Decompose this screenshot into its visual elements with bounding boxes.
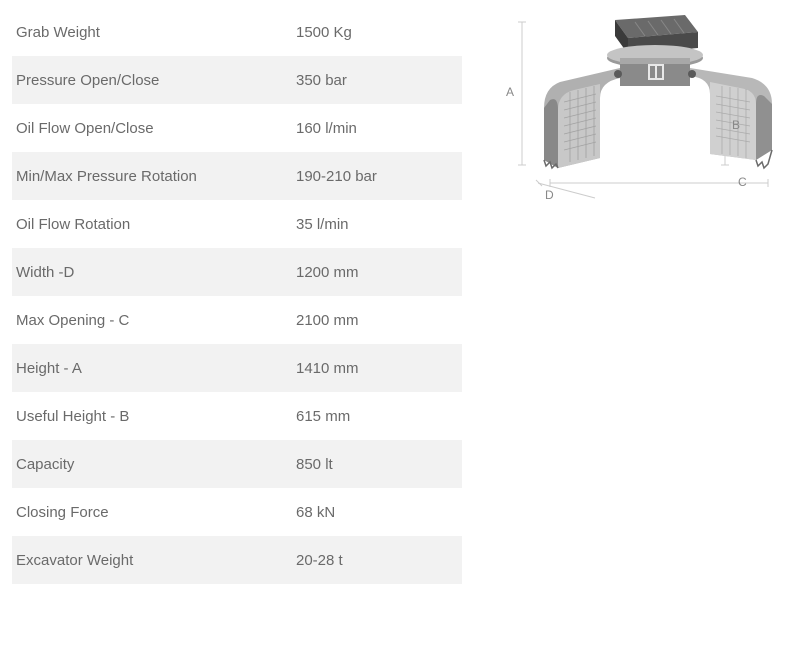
table-row: Useful Height - B 615 mm — [12, 392, 462, 440]
dimension-label-b: B — [732, 118, 740, 132]
spec-label: Capacity — [16, 456, 296, 473]
table-row: Oil Flow Open/Close 160 l/min — [12, 104, 462, 152]
table-row: Excavator Weight 20-28 t — [12, 536, 462, 584]
dimension-label-d: D — [545, 188, 554, 202]
table-row: Max Opening - C 2100 mm — [12, 296, 462, 344]
spec-label: Useful Height - B — [16, 408, 296, 425]
spec-label: Grab Weight — [16, 24, 296, 41]
dimension-label-c: C — [738, 175, 747, 189]
spec-value: 615 mm — [296, 408, 350, 425]
table-row: Closing Force 68 kN — [12, 488, 462, 536]
spec-label: Width -D — [16, 264, 296, 281]
spec-value: 1200 mm — [296, 264, 359, 281]
spec-label: Oil Flow Rotation — [16, 216, 296, 233]
spec-label: Pressure Open/Close — [16, 72, 296, 89]
spec-value: 2100 mm — [296, 312, 359, 329]
specifications-table: Grab Weight 1500 Kg Pressure Open/Close … — [12, 8, 462, 584]
table-row: Height - A 1410 mm — [12, 344, 462, 392]
spec-value: 68 kN — [296, 504, 335, 521]
spec-value: 35 l/min — [296, 216, 349, 233]
spec-value: 20-28 t — [296, 552, 343, 569]
spec-label: Excavator Weight — [16, 552, 296, 569]
grab-svg — [500, 10, 780, 200]
spec-value: 190-210 bar — [296, 168, 377, 185]
spec-label: Closing Force — [16, 504, 296, 521]
spec-label: Height - A — [16, 360, 296, 377]
spec-value: 350 bar — [296, 72, 347, 89]
grab-diagram: A B C D — [500, 10, 780, 200]
spec-label: Max Opening - C — [16, 312, 296, 329]
table-row: Pressure Open/Close 350 bar — [12, 56, 462, 104]
spec-label: Min/Max Pressure Rotation — [16, 168, 296, 185]
spec-value: 850 lt — [296, 456, 333, 473]
table-row: Oil Flow Rotation 35 l/min — [12, 200, 462, 248]
spec-value: 160 l/min — [296, 120, 357, 137]
table-row: Grab Weight 1500 Kg — [12, 8, 462, 56]
dimension-label-a: A — [506, 85, 514, 99]
spec-value: 1410 mm — [296, 360, 359, 377]
table-row: Capacity 850 lt — [12, 440, 462, 488]
table-row: Width -D 1200 mm — [12, 248, 462, 296]
table-row: Min/Max Pressure Rotation 190-210 bar — [12, 152, 462, 200]
spec-label: Oil Flow Open/Close — [16, 120, 296, 137]
spec-value: 1500 Kg — [296, 24, 352, 41]
